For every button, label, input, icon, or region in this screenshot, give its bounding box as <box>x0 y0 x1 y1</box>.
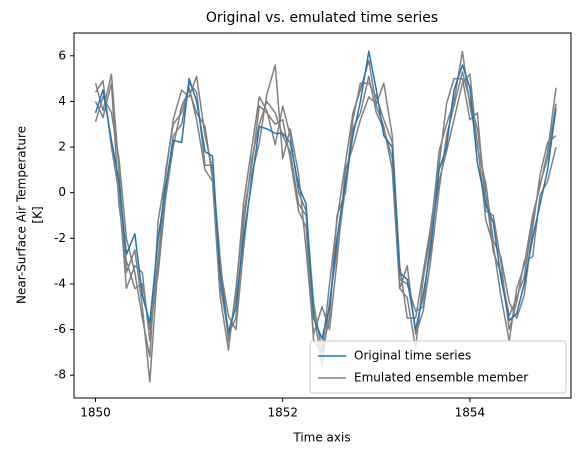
x-axis-label: Time axis <box>292 431 350 445</box>
y-tick-label: -2 <box>54 231 66 245</box>
legend-label: Original time series <box>354 349 471 363</box>
y-tick-label: 0 <box>58 185 66 199</box>
y-axis-label-line: Near-Surface Air Temperature <box>15 126 29 304</box>
x-tick-label: 1850 <box>80 406 111 420</box>
x-tick-label: 1854 <box>455 406 486 420</box>
y-axis-label-line: [K] <box>31 206 45 223</box>
chart-title: Original vs. emulated time series <box>206 10 438 26</box>
legend-box <box>309 340 567 394</box>
legend: Original time series Emulated ensemble me… <box>309 340 567 394</box>
y-tick-label: -4 <box>54 276 66 290</box>
y-tick-label: 2 <box>58 140 66 154</box>
y-tick-label: -8 <box>54 368 66 382</box>
series-line <box>94 64 557 335</box>
series-line <box>94 50 557 340</box>
legend-label: Emulated ensemble member <box>354 371 528 385</box>
y-tick-label: 6 <box>58 48 66 62</box>
x-tick-label: 1852 <box>267 406 298 420</box>
y-tick-label: 4 <box>58 94 66 108</box>
y-tick-label: -6 <box>54 322 66 336</box>
y-axis-label: Near-Surface Air Temperature [K] <box>15 126 45 304</box>
plot-frame <box>73 32 572 399</box>
